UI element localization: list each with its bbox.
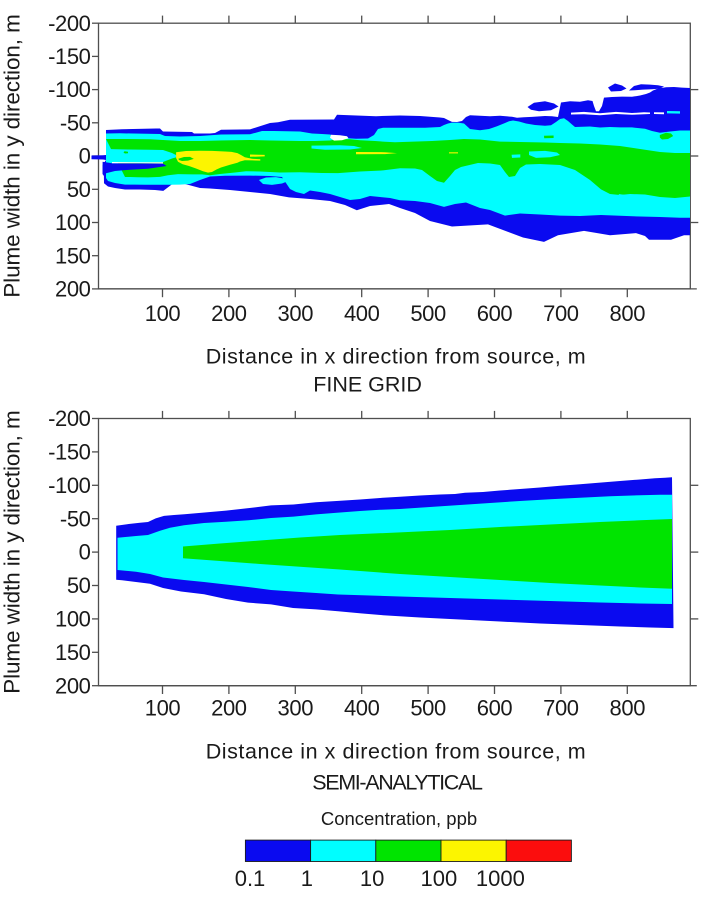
svg-text:-100: -100 bbox=[48, 77, 91, 102]
svg-text:200: 200 bbox=[211, 696, 247, 721]
svg-text:100: 100 bbox=[55, 210, 91, 235]
svg-text:Plume width in y direction, m: Plume width in y direction, m bbox=[0, 410, 25, 693]
svg-text:Distance in x direction from s: Distance in x direction from source, m bbox=[206, 344, 587, 368]
svg-text:10: 10 bbox=[360, 866, 384, 891]
svg-text:50: 50 bbox=[67, 573, 91, 598]
svg-text:150: 150 bbox=[55, 243, 91, 268]
svg-text:100: 100 bbox=[55, 607, 91, 632]
svg-text:200: 200 bbox=[211, 301, 247, 326]
svg-text:400: 400 bbox=[344, 696, 380, 721]
svg-text:-100: -100 bbox=[48, 473, 91, 498]
svg-text:500: 500 bbox=[410, 696, 446, 721]
svg-text:1000: 1000 bbox=[476, 866, 525, 891]
svg-text:600: 600 bbox=[477, 301, 513, 326]
svg-text:0.1: 0.1 bbox=[235, 866, 266, 891]
svg-text:-200: -200 bbox=[48, 11, 91, 36]
svg-text:-150: -150 bbox=[48, 440, 91, 465]
svg-text:800: 800 bbox=[610, 301, 646, 326]
svg-text:800: 800 bbox=[610, 696, 646, 721]
svg-text:-50: -50 bbox=[60, 110, 91, 135]
svg-text:-150: -150 bbox=[48, 44, 91, 69]
svg-text:-200: -200 bbox=[48, 406, 91, 431]
svg-text:0: 0 bbox=[79, 540, 91, 565]
svg-text:300: 300 bbox=[278, 301, 314, 326]
svg-text:Concentration, ppb: Concentration, ppb bbox=[321, 808, 477, 829]
svg-text:Distance in x direction from s: Distance in x direction from source, m bbox=[206, 739, 587, 763]
svg-text:300: 300 bbox=[278, 696, 314, 721]
svg-text:100: 100 bbox=[421, 866, 458, 891]
svg-text:600: 600 bbox=[477, 696, 513, 721]
svg-text:1: 1 bbox=[301, 866, 313, 891]
svg-text:-50: -50 bbox=[60, 506, 91, 531]
svg-text:100: 100 bbox=[145, 301, 181, 326]
svg-text:700: 700 bbox=[543, 696, 579, 721]
svg-text:50: 50 bbox=[67, 177, 91, 202]
svg-text:200: 200 bbox=[55, 277, 91, 302]
svg-text:Plume width in y direction, m: Plume width in y direction, m bbox=[0, 14, 25, 297]
svg-text:150: 150 bbox=[55, 640, 91, 665]
svg-text:200: 200 bbox=[55, 673, 91, 698]
svg-text:400: 400 bbox=[344, 301, 380, 326]
svg-text:700: 700 bbox=[543, 301, 579, 326]
svg-text:500: 500 bbox=[410, 301, 446, 326]
svg-text:SEMI-ANALYTICAL: SEMI-ANALYTICAL bbox=[312, 770, 483, 794]
svg-text:100: 100 bbox=[145, 696, 181, 721]
svg-text:0: 0 bbox=[79, 144, 91, 169]
svg-text:FINE GRID: FINE GRID bbox=[313, 372, 422, 396]
